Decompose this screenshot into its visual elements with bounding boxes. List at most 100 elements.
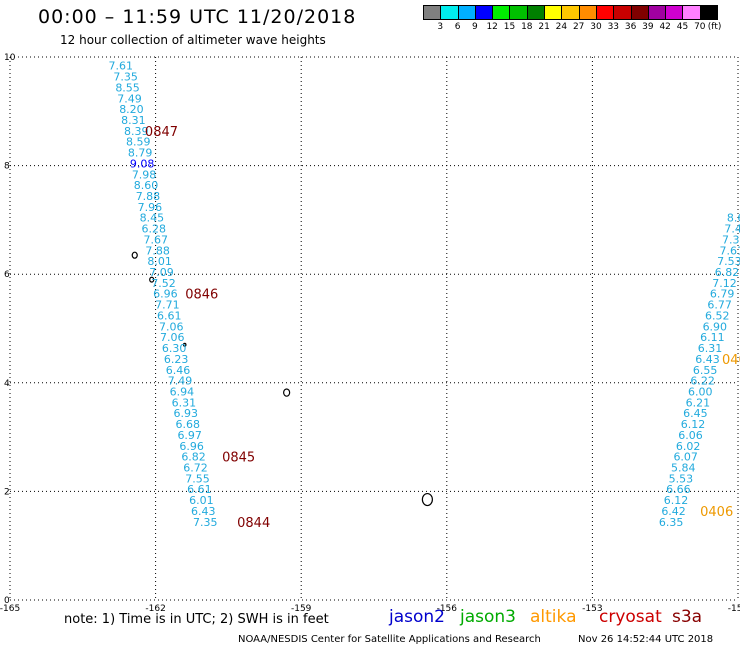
lat-tick-label: 4 — [4, 379, 10, 389]
pass-time-label: 0845 — [222, 451, 255, 466]
wave-height-value: 6.21 — [686, 396, 711, 409]
color-scale-label: 3 — [437, 22, 444, 32]
wave-height-value: 7.98 — [132, 168, 157, 181]
wave-height-value: 6.45 — [683, 407, 708, 420]
wave-height-value: 6.12 — [681, 418, 706, 431]
color-swatch — [630, 5, 649, 20]
wave-height-value: 6.93 — [174, 407, 199, 420]
grid-lines — [9, 56, 739, 601]
pass-time-label: 040 — [722, 353, 740, 368]
wave-height-value: 7.40 — [724, 223, 740, 236]
wave-height-value: 7.88 — [145, 244, 170, 257]
wave-height-value: 6.79 — [710, 288, 735, 301]
wave-height-value: 6.82 — [715, 266, 740, 279]
wave-height-value: 6.22 — [690, 375, 715, 388]
footnote: note: 1) Time is in UTC; 2) SWH is in fe… — [64, 612, 329, 627]
wave-height-value: 6.31 — [172, 396, 197, 409]
pass-time-label: 0847 — [145, 125, 178, 140]
wave-height-value: 7.96 — [138, 201, 163, 214]
wave-height-value: 6.28 — [142, 223, 167, 236]
wave-height-value: 6.61 — [157, 309, 182, 322]
wave-height-value: 6.43 — [695, 353, 720, 366]
color-scale-label: 39 — [642, 22, 654, 32]
color-scale-label: 18 — [521, 22, 533, 32]
wave-height-value: 6.00 — [688, 385, 713, 398]
wave-height-value: 7.53 — [717, 255, 740, 268]
wave-height-value: 8.45 — [140, 212, 165, 225]
color-scale-label: 15 — [503, 22, 516, 32]
wave-height-value: 6.11 — [700, 331, 725, 344]
color-scale-label: 21 — [538, 22, 550, 32]
lon-tick-label: -150 — [728, 604, 740, 614]
wave-height-value: 5.53 — [669, 472, 694, 485]
wave-height-value: 7.35 — [113, 71, 138, 84]
wave-height-value: 6.06 — [678, 429, 703, 442]
wave-height-value: 6.68 — [175, 418, 200, 431]
wave-height-value: 8.55 — [115, 81, 140, 94]
island-outline — [283, 388, 291, 397]
lat-tick-label: 0 — [4, 596, 10, 606]
legend-cryosat: cryosat — [599, 607, 662, 627]
color-scale-label: 9 — [472, 22, 478, 32]
wave-height-value: 7.49 — [168, 375, 193, 388]
color-swatch — [665, 5, 684, 20]
color-scale-label: 42 — [659, 22, 671, 32]
color-scale-label: 36 — [624, 22, 637, 32]
wave-height-value: 5.84 — [671, 462, 696, 475]
color-scale-label: 70 — [694, 22, 706, 32]
wave-height-value: 6.07 — [673, 451, 698, 464]
lat-tick-label: 6 — [4, 270, 10, 280]
color-swatch — [474, 5, 494, 20]
page-title: 00:00 – 11:59 UTC 11/20/2018 — [38, 6, 357, 28]
pass-time-label: 0844 — [237, 516, 270, 531]
wave-height-value: 8.01 — [147, 255, 172, 268]
wave-height-value: 8.39 — [124, 125, 149, 138]
lon-tick-label: -156 — [437, 604, 458, 614]
wave-height-value: 7.61 — [720, 244, 740, 257]
wave-height-value: 7.12 — [712, 277, 737, 290]
lon-tick-label: -162 — [145, 604, 165, 614]
island-outline — [149, 276, 155, 283]
generated-timestamp: Nov 26 14:52:44 UTC 2018 — [578, 634, 714, 645]
island-outline — [131, 251, 138, 259]
page-subtitle: 12 hour collection of altimeter wave hei… — [60, 33, 326, 47]
lon-tick-label: -165 — [0, 604, 20, 614]
color-swatch — [699, 5, 719, 20]
color-swatch — [682, 5, 701, 20]
time-labels: 0847 0846 0845 0844 040 0406 — [145, 125, 740, 531]
wave-height-value: 7.09 — [149, 266, 174, 279]
color-swatch — [613, 5, 632, 20]
pass-time-label: 0406 — [700, 505, 733, 520]
color-swatch — [509, 5, 528, 20]
color-scale-label: 45 — [676, 22, 689, 32]
color-swatch — [492, 5, 511, 20]
wave-height-value: 6.52 — [705, 309, 730, 322]
wave-height-value: 6.30 — [162, 342, 187, 355]
color-scale-label: 30 — [590, 22, 602, 32]
lon-tick-label: -159 — [291, 604, 312, 614]
wave-height-value: 6.01 — [189, 494, 214, 507]
wave-height-value: 6.90 — [703, 320, 728, 333]
wave-height-value: 6.66 — [666, 483, 691, 496]
color-scale-label: 6 — [454, 22, 461, 32]
wave-height-value: 6.96 — [153, 288, 178, 301]
wave-height-value: 6.31 — [698, 342, 723, 355]
wave-height-value: 6.02 — [676, 440, 701, 453]
wave-height-value: 7.35 — [722, 233, 740, 246]
pass-time-label: 0846 — [185, 288, 218, 303]
wave-height-value: 7.61 — [109, 60, 134, 73]
legend-s3a: s3a — [672, 607, 703, 627]
wave-height-value: 6.46 — [166, 364, 191, 377]
island-outline — [182, 342, 187, 347]
wave-height-value: 8.31 — [121, 114, 145, 127]
wave-height-value: 6.94 — [170, 385, 195, 398]
wave-height-value: 6.61 — [187, 483, 212, 496]
wave-height-value: 6.72 — [183, 462, 208, 475]
wave-height-value: 8.59 — [126, 136, 150, 149]
wave-height-value: 9.08 — [130, 157, 155, 170]
wave-height-value: 8.66 — [727, 212, 740, 225]
wave-height-value: 7.55 — [185, 472, 210, 485]
wave-height-value: 6.23 — [164, 353, 189, 366]
